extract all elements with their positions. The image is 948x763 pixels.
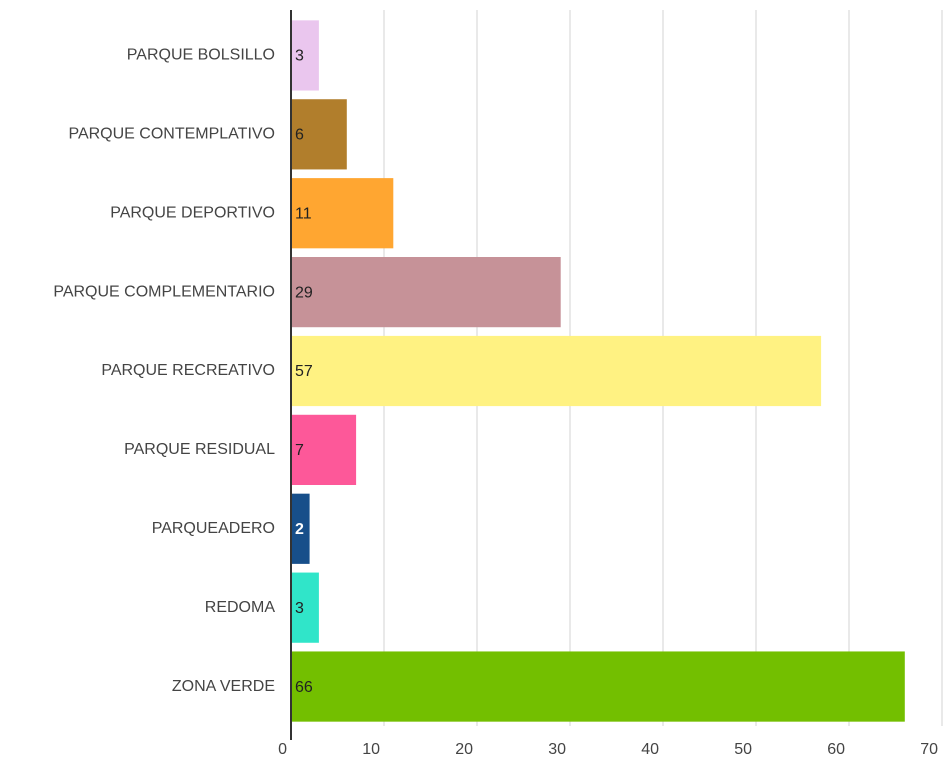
value-label: 3 [295,48,304,65]
x-tick-label: 50 [734,741,752,758]
y-tick-label: ZONA VERDE [172,678,275,695]
x-tick-label: 30 [548,741,566,758]
y-tick-label: PARQUEADERO [152,520,275,537]
x-tick-label: 60 [827,741,845,758]
value-label: 6 [295,127,304,144]
bar [291,651,905,722]
x-tick-label: 40 [641,741,659,758]
bar [291,414,357,485]
value-label: 2 [295,521,304,538]
x-tick-label: 70 [920,741,938,758]
y-tick-label: REDOMA [205,599,276,616]
y-tick-label: PARQUE COMPLEMENTARIO [53,283,275,300]
bar [291,493,310,564]
bar [291,335,822,407]
value-label: 11 [295,205,312,222]
value-label: 3 [295,600,304,617]
bar [291,257,561,328]
x-tick-label: 20 [455,741,473,758]
y-tick-label: PARQUE BOLSILLO [127,47,275,64]
x-tick-label: 0 [278,741,287,758]
value-label: 29 [295,284,313,301]
value-label: 57 [295,363,313,380]
value-label: 66 [295,679,313,696]
y-tick-label: PARQUE RESIDUAL [124,441,275,458]
x-tick-label: 10 [362,741,380,758]
y-tick-label: PARQUE DEPORTIVO [110,204,275,221]
y-tick-label: PARQUE CONTEMPLATIVO [68,126,275,143]
bar [291,99,347,170]
bar [291,572,319,643]
value-label: 7 [295,442,304,459]
bar [291,178,394,249]
bar [291,20,319,91]
y-tick-label: PARQUE RECREATIVO [101,362,275,379]
